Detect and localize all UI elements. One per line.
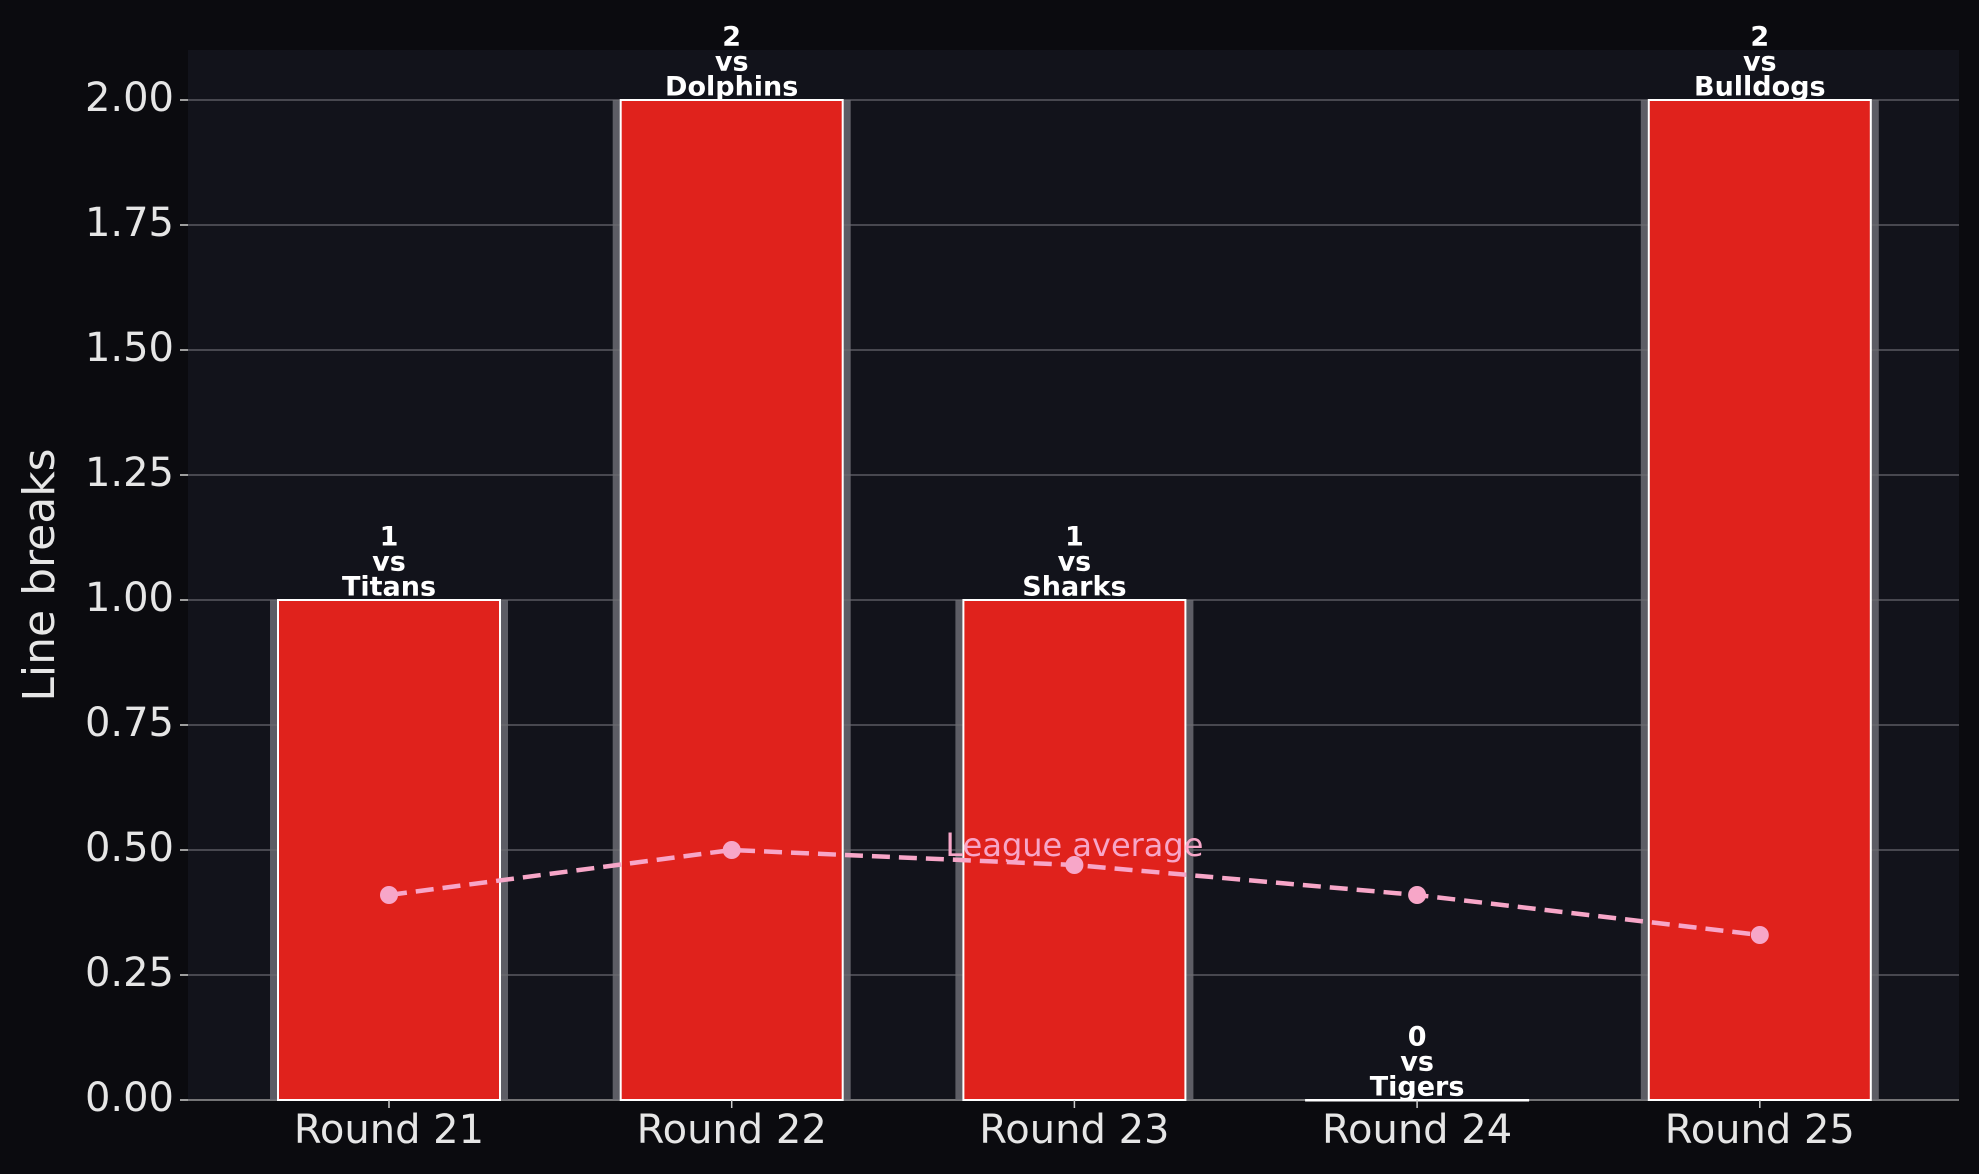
data-label-connector: vs — [1400, 1047, 1434, 1078]
x-tick-label: Round 25 — [1665, 1107, 1855, 1153]
x-tick-label: Round 21 — [294, 1107, 484, 1153]
data-label-opponent: Titans — [342, 572, 436, 603]
data-label: 0 — [1408, 1022, 1427, 1053]
x-tick-label: Round 23 — [979, 1107, 1169, 1153]
data-label-connector: vs — [372, 547, 406, 578]
bar — [277, 599, 501, 1101]
line-label: League average — [945, 826, 1203, 864]
y-tick-label: 1.75 — [85, 200, 174, 246]
data-label-connector: vs — [715, 47, 749, 78]
data-label-opponent: Dolphins — [665, 72, 798, 103]
y-tick-label: 1.50 — [85, 325, 174, 371]
y-tick-label: 0.75 — [85, 700, 174, 746]
line-marker — [380, 886, 398, 904]
x-tick-label: Round 22 — [637, 1107, 827, 1153]
y-axis-label: Line breaks — [14, 448, 65, 701]
y-tick-label: 1.00 — [85, 575, 174, 621]
y-tick-label: 0.25 — [85, 950, 174, 996]
data-label: 1 — [380, 522, 399, 553]
y-tick-label: 1.25 — [85, 450, 174, 496]
y-tick-label: 0.50 — [85, 825, 174, 871]
data-label-opponent: Bulldogs — [1694, 72, 1826, 103]
data-label: 1 — [1065, 522, 1084, 553]
y-tick-label: 0.00 — [85, 1075, 174, 1121]
line-marker — [1750, 926, 1769, 944]
data-label-opponent: Sharks — [1022, 572, 1126, 603]
bar — [1647, 99, 1872, 1101]
data-label-connector: vs — [1058, 547, 1092, 578]
x-tick-label: Round 24 — [1322, 1107, 1512, 1153]
line-marker — [722, 841, 741, 859]
y-tick-label: 2.00 — [85, 75, 174, 121]
bar — [619, 99, 844, 1101]
data-label-opponent: Tigers — [1370, 1072, 1465, 1103]
data-label: 2 — [1750, 22, 1769, 53]
bar — [962, 599, 1187, 1101]
data-label: 2 — [722, 22, 741, 53]
line-marker — [1065, 856, 1084, 874]
data-label-connector: vs — [1743, 47, 1777, 78]
line-marker — [1408, 886, 1427, 904]
